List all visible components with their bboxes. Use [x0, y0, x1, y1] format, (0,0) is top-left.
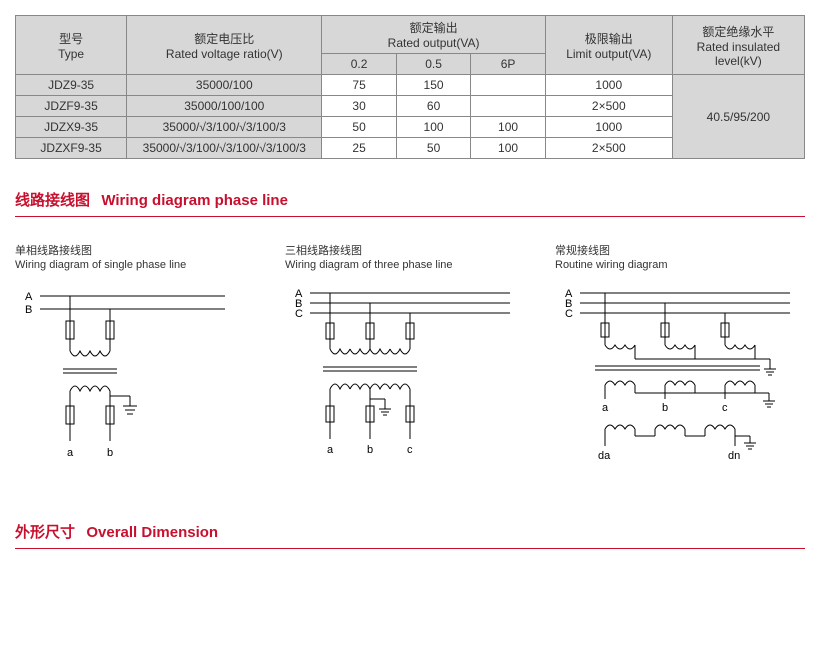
hdr-insul-en2: level(kV): [678, 54, 799, 68]
hdr-ratio-cn: 额定电压比: [132, 30, 316, 47]
svg-text:A: A: [25, 291, 33, 303]
diagram-routine: 常规接线图 Routine wiring diagram A B C: [555, 242, 805, 481]
svg-text:b: b: [662, 402, 668, 414]
diagram-three-phase: 三相线路接线图 Wiring diagram of three phase li…: [285, 242, 535, 481]
svg-text:a: a: [67, 447, 74, 459]
svg-text:C: C: [295, 308, 303, 320]
hdr-insul-cn: 额定绝缘水平: [678, 23, 799, 40]
hdr-05: 0.5: [396, 54, 470, 75]
hdr-rated-cn: 额定输出: [327, 19, 539, 36]
svg-text:a: a: [602, 402, 609, 414]
svg-text:b: b: [367, 444, 373, 456]
hdr-limit-en: Limit output(VA): [551, 47, 667, 61]
table-row: JDZ9-35 35000/100 75 150 1000 40.5/95/20…: [16, 75, 805, 96]
insul-val: 40.5/95/200: [672, 75, 804, 159]
divider: [15, 216, 805, 217]
diagram-svg: A B: [15, 281, 235, 481]
section-wiring-title: 线路接线图 Wiring diagram phase line: [15, 189, 805, 210]
hdr-ratio-en: Rated voltage ratio(V): [132, 47, 316, 61]
diagram-svg: A B C: [555, 281, 805, 481]
hdr-type-cn: 型号: [21, 30, 121, 47]
divider: [15, 548, 805, 549]
svg-text:B: B: [25, 304, 32, 316]
svg-text:b: b: [107, 447, 113, 459]
diagram-svg: A B C: [285, 281, 525, 481]
section-dimension-title: 外形尺寸 Overall Dimension: [15, 521, 805, 542]
hdr-6p: 6P: [471, 54, 545, 75]
svg-text:a: a: [327, 444, 334, 456]
hdr-limit-cn: 极限输出: [551, 30, 667, 47]
svg-text:dn: dn: [728, 450, 740, 462]
svg-text:c: c: [722, 402, 728, 414]
svg-text:da: da: [598, 450, 611, 462]
hdr-insul-en: Rated insulated: [678, 40, 799, 54]
svg-text:C: C: [565, 308, 573, 320]
hdr-02: 0.2: [322, 54, 396, 75]
svg-text:c: c: [407, 444, 413, 456]
hdr-rated-en: Rated output(VA): [327, 36, 539, 50]
spec-table: 型号 Type 额定电压比 Rated voltage ratio(V) 额定输…: [15, 15, 805, 159]
wiring-diagrams: 单相线路接线图 Wiring diagram of single phase l…: [15, 242, 805, 481]
hdr-type-en: Type: [21, 47, 121, 61]
diagram-single-phase: 单相线路接线图 Wiring diagram of single phase l…: [15, 242, 265, 481]
